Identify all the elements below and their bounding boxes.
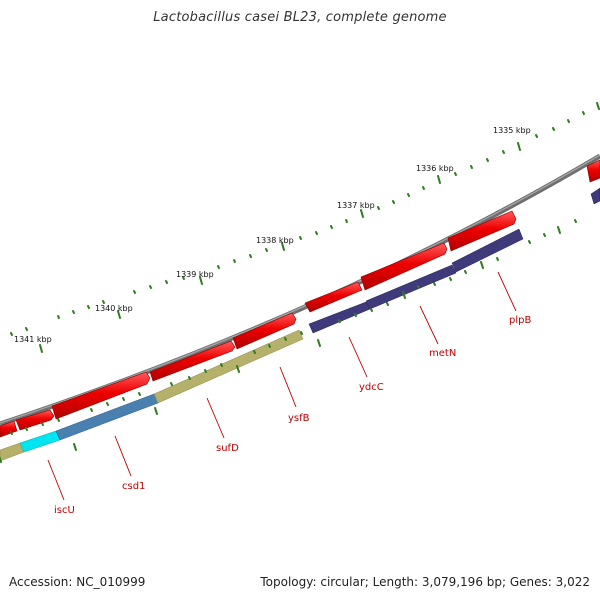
inner-scale-ticks xyxy=(0,219,577,463)
cds-arrow xyxy=(304,281,363,313)
accession-label: Accession: NC_010999 xyxy=(9,575,146,589)
cog-bar-khaki xyxy=(153,329,304,404)
kbp-label-1335: 1335 kbp xyxy=(493,126,531,135)
gene-label-csd1: csd1 xyxy=(122,481,145,492)
genome-backbone xyxy=(0,153,600,427)
gene-label-plpB: plpB xyxy=(509,315,531,326)
gene-label-ysfB: ysfB xyxy=(288,413,310,424)
gene-label-ydcC: ydcC xyxy=(359,382,384,393)
kbp-label-1337: 1337 kbp xyxy=(337,201,375,210)
kbp-label-1336: 1336 kbp xyxy=(416,164,454,173)
genome-summary: Topology: circular; Length: 3,079,196 bp… xyxy=(260,575,590,589)
cds-arrow xyxy=(15,409,55,431)
cds-arrow xyxy=(232,312,297,350)
cds-arrow xyxy=(586,159,600,183)
outer-scale-ticks xyxy=(10,102,600,353)
cog-bar-navy xyxy=(451,228,524,273)
cog-bar-navy xyxy=(590,187,600,205)
kbp-label-1338: 1338 kbp xyxy=(256,236,294,245)
gene-leader-lines xyxy=(47,271,517,501)
gene-labels: plpB metN ydcC ysfB sufD csd1 iscU xyxy=(54,315,531,516)
gene-label-sufD: sufD xyxy=(216,443,239,454)
cds-arrow xyxy=(360,242,448,291)
cds-arrow xyxy=(0,420,18,438)
kbp-labels: 1335 kbp 1336 kbp 1337 kbp 1338 kbp 1339… xyxy=(14,126,531,344)
cds-arrow xyxy=(51,371,151,420)
kbp-label-1341: 1341 kbp xyxy=(14,335,52,344)
kbp-label-1339: 1339 kbp xyxy=(176,270,214,279)
cog-track xyxy=(0,187,600,462)
cds-arrow xyxy=(447,210,517,252)
cog-bar-khaki xyxy=(0,442,25,462)
cog-bar-cyan xyxy=(19,430,61,453)
map-title: Lactobacillus casei BL23, complete genom… xyxy=(153,10,447,25)
cog-bar-navy xyxy=(365,264,457,310)
kbp-label-1340: 1340 kbp xyxy=(95,304,133,313)
gene-label-metN: metN xyxy=(429,348,456,359)
cds-arrow xyxy=(149,340,236,382)
forward-cds-track xyxy=(0,159,600,438)
gene-label-iscU: iscU xyxy=(54,505,75,516)
